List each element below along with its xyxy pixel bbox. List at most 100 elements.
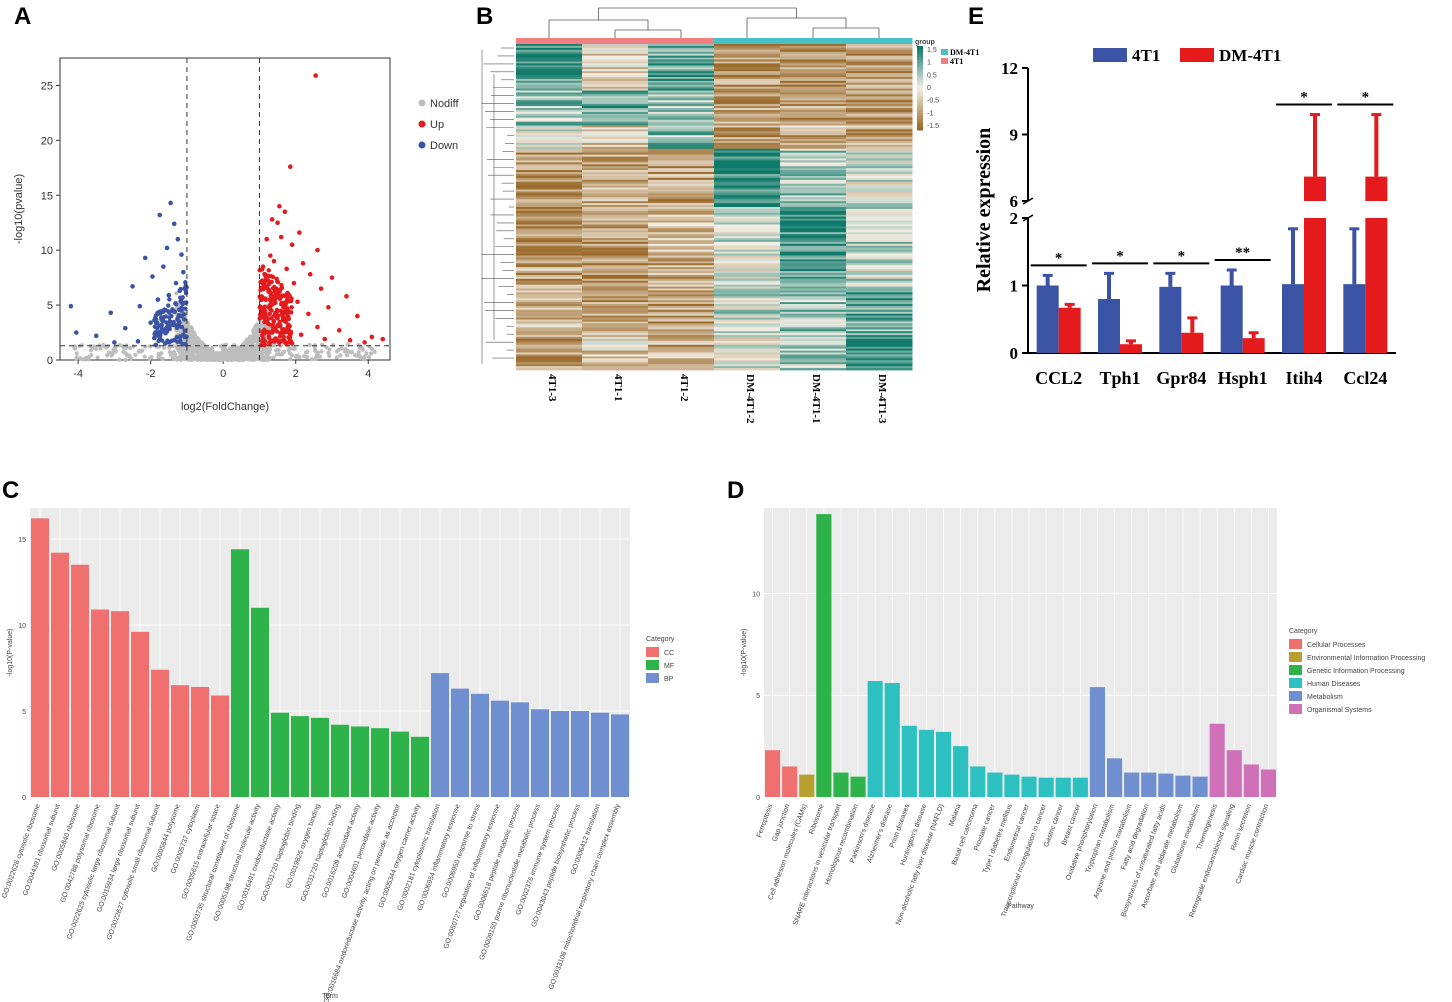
heatmap-cell: [648, 362, 715, 365]
up-point: [276, 295, 281, 300]
heatmap-cell: [648, 189, 715, 192]
heatmap-cell: [648, 292, 715, 295]
heatmap-cell: [714, 201, 781, 204]
heatmap-cell: [582, 278, 649, 282]
nodiff-point: [175, 357, 180, 362]
heatmap-cell: [780, 53, 847, 57]
heatmap-cell: [516, 174, 583, 177]
heatmap-cell: [714, 249, 781, 253]
heatmap-cell: [714, 133, 781, 136]
panel-label-d: D: [727, 477, 744, 504]
heatmap-cell: [582, 115, 649, 119]
heatmap-cell: [714, 294, 781, 297]
heatmap-cell: [648, 274, 715, 278]
heatmap-cell: [714, 185, 781, 188]
heatmap-cell: [846, 166, 913, 169]
y-tick-label: 12: [1001, 59, 1018, 78]
up-point: [267, 311, 273, 317]
heatmap-cell: [648, 129, 715, 132]
heatmap-cell: [516, 181, 583, 185]
up-point: [285, 306, 290, 311]
heatmap-cell: [516, 119, 583, 123]
heatmap-cell: [648, 59, 715, 62]
heatmap-cell: [780, 331, 847, 334]
heatmap-cell: [846, 78, 913, 82]
heatmap-cell: [516, 220, 583, 223]
heatmap-cell: [780, 305, 847, 309]
heatmap-cell: [714, 300, 781, 303]
heatmap-cell: [648, 358, 715, 361]
color-scale-step: [917, 46, 923, 50]
up-point: [269, 217, 275, 222]
heatmap-cell: [516, 346, 583, 350]
heatmap-cell: [648, 280, 715, 284]
heatmap-cell: [648, 146, 715, 150]
heatmap-cell: [648, 144, 715, 148]
heatmap-cell: [714, 175, 781, 179]
up-point: [289, 310, 294, 315]
heatmap-cell: [582, 59, 649, 62]
heatmap-cell: [516, 251, 583, 254]
nodiff-point: [86, 357, 91, 362]
heatmap-cell: [780, 239, 847, 243]
legend-title: Category: [646, 636, 675, 643]
heatmap-cell: [714, 162, 781, 165]
nodiff-point: [320, 342, 325, 347]
heatmap-cell: [780, 360, 847, 363]
heatmap-cell: [516, 123, 583, 126]
heatmap-cell: [780, 302, 847, 305]
heatmap-cell: [714, 333, 781, 336]
heatmap-cell: [648, 284, 715, 287]
x-tick-label: GO:0005615 extracellular space: [181, 803, 222, 900]
x-tick-label: Hsph1: [1218, 368, 1268, 388]
y-tick-label: 10: [41, 245, 53, 257]
heatmap-cell: [648, 98, 715, 101]
heatmap-cell: [780, 348, 847, 351]
x-axis-title: log2(FoldChange): [181, 401, 269, 413]
bar: [782, 766, 798, 797]
nodiff-point: [272, 343, 277, 348]
heatmap-cell: [582, 327, 649, 330]
heatmap-cell: [846, 280, 913, 284]
nodiff-point: [362, 354, 367, 359]
heatmap-cell: [648, 150, 715, 154]
heatmap-cell: [516, 350, 583, 353]
heatmap-cell: [846, 144, 913, 148]
up-point: [264, 319, 270, 324]
heatmap-cell: [714, 63, 781, 66]
legend-swatch: [646, 647, 659, 657]
y-tick-label: 10: [752, 591, 760, 598]
color-scale-step: [917, 88, 923, 92]
heatmap-cell: [648, 111, 715, 115]
up-point: [347, 337, 353, 343]
significance-label: *: [1178, 248, 1186, 264]
heatmap-cell: [582, 189, 649, 192]
plot-background: [30, 508, 630, 797]
color-scale-step: [917, 104, 923, 109]
heatmap-cell: [846, 61, 913, 64]
heatmap-cell: [780, 329, 847, 332]
heatmap-cell: [516, 141, 583, 144]
heatmap-cell: [846, 106, 913, 109]
heatmap-cell: [582, 358, 649, 361]
nodiff-point: [356, 350, 361, 355]
up-point: [264, 236, 270, 242]
heatmap-cell: [582, 172, 649, 175]
heatmap-cell: [846, 278, 913, 282]
nodiff-point: [251, 357, 256, 363]
heatmap-cell: [648, 166, 715, 169]
heatmap-cell: [516, 366, 583, 369]
x-tick-label: Gpr84: [1156, 368, 1206, 388]
heatmap-cell: [780, 92, 847, 95]
heatmap-cell: [582, 255, 649, 258]
heatmap-cell: [780, 73, 847, 76]
heatmap-cell: [714, 65, 781, 68]
group-annotation: [648, 38, 715, 44]
bar: [850, 776, 866, 797]
heatmap-cell: [582, 290, 649, 293]
heatmap-cell: [516, 208, 583, 212]
heatmap-cell: [516, 177, 583, 181]
heatmap-cell: [714, 119, 781, 123]
heatmap-cell: [582, 342, 649, 346]
heatmap-cell: [648, 218, 715, 221]
